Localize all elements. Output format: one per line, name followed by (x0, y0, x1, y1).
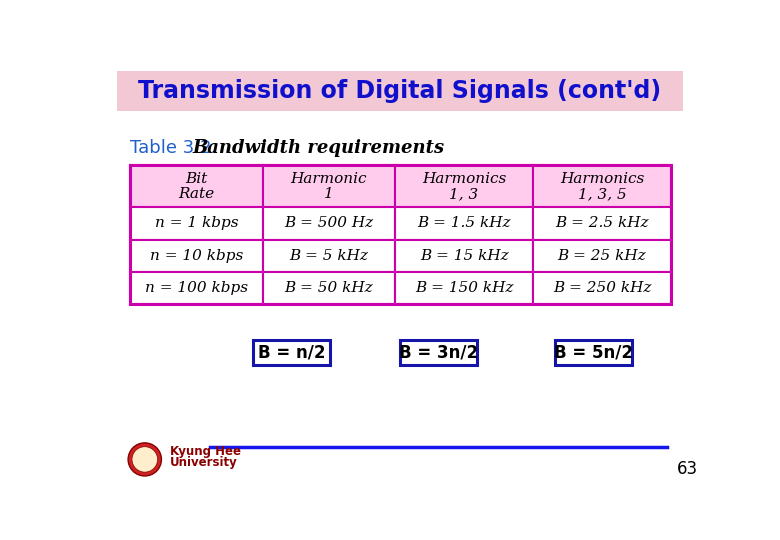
Text: n = 1 kbps: n = 1 kbps (154, 217, 238, 231)
Text: n = 100 kbps: n = 100 kbps (145, 281, 248, 295)
Text: B = 3n/2: B = 3n/2 (399, 344, 478, 362)
Bar (263, 207, 395, 240)
Text: B = 15 kHz: B = 15 kHz (420, 249, 509, 263)
Text: Transmission of Digital Signals (cont'd): Transmission of Digital Signals (cont'd) (138, 79, 661, 103)
Bar (253, 340, 330, 365)
Text: n = 10 kbps: n = 10 kbps (150, 249, 243, 263)
Text: Harmonics: Harmonics (560, 172, 644, 186)
Bar (395, 207, 533, 240)
Bar (130, 240, 263, 272)
Text: 1, 3: 1, 3 (449, 187, 479, 201)
Bar (395, 272, 533, 304)
Text: Bandwidth requirements: Bandwidth requirements (192, 139, 444, 157)
Bar (395, 165, 533, 207)
Bar (117, 71, 682, 111)
Bar (130, 207, 263, 240)
Text: B = 50 kHz: B = 50 kHz (285, 281, 373, 295)
Text: Kyung Hee: Kyung Hee (170, 445, 241, 458)
Bar (555, 340, 633, 365)
Text: University: University (170, 456, 238, 469)
Text: B = 250 kHz: B = 250 kHz (553, 281, 651, 295)
Text: 1: 1 (324, 187, 334, 201)
Text: Bit: Bit (185, 172, 207, 186)
Text: B = n/2: B = n/2 (257, 344, 325, 362)
Bar (130, 272, 263, 304)
Bar (395, 240, 533, 272)
Bar (399, 340, 477, 365)
Bar (130, 165, 671, 304)
Bar (533, 240, 671, 272)
Bar (130, 165, 263, 207)
Text: B = 150 kHz: B = 150 kHz (415, 281, 513, 295)
Bar (533, 165, 671, 207)
Bar (533, 272, 671, 304)
Bar (263, 272, 395, 304)
Bar (533, 207, 671, 240)
Text: Harmonic: Harmonic (291, 172, 367, 186)
Text: 1, 3, 5: 1, 3, 5 (578, 187, 626, 201)
Text: B = 500 Hz: B = 500 Hz (284, 217, 374, 231)
Text: B = 1.5 kHz: B = 1.5 kHz (417, 217, 511, 231)
Bar (263, 165, 395, 207)
Text: B = 5 kHz: B = 5 kHz (289, 249, 368, 263)
Text: Harmonics: Harmonics (422, 172, 506, 186)
Bar (263, 240, 395, 272)
Circle shape (132, 447, 158, 472)
Text: B = 2.5 kHz: B = 2.5 kHz (555, 217, 649, 231)
Text: B = 5n/2: B = 5n/2 (554, 344, 633, 362)
Circle shape (128, 443, 161, 476)
Text: B = 25 kHz: B = 25 kHz (558, 249, 647, 263)
Text: Table 3.2: Table 3.2 (130, 139, 211, 157)
Text: Rate: Rate (179, 187, 214, 201)
Text: 63: 63 (677, 460, 698, 478)
